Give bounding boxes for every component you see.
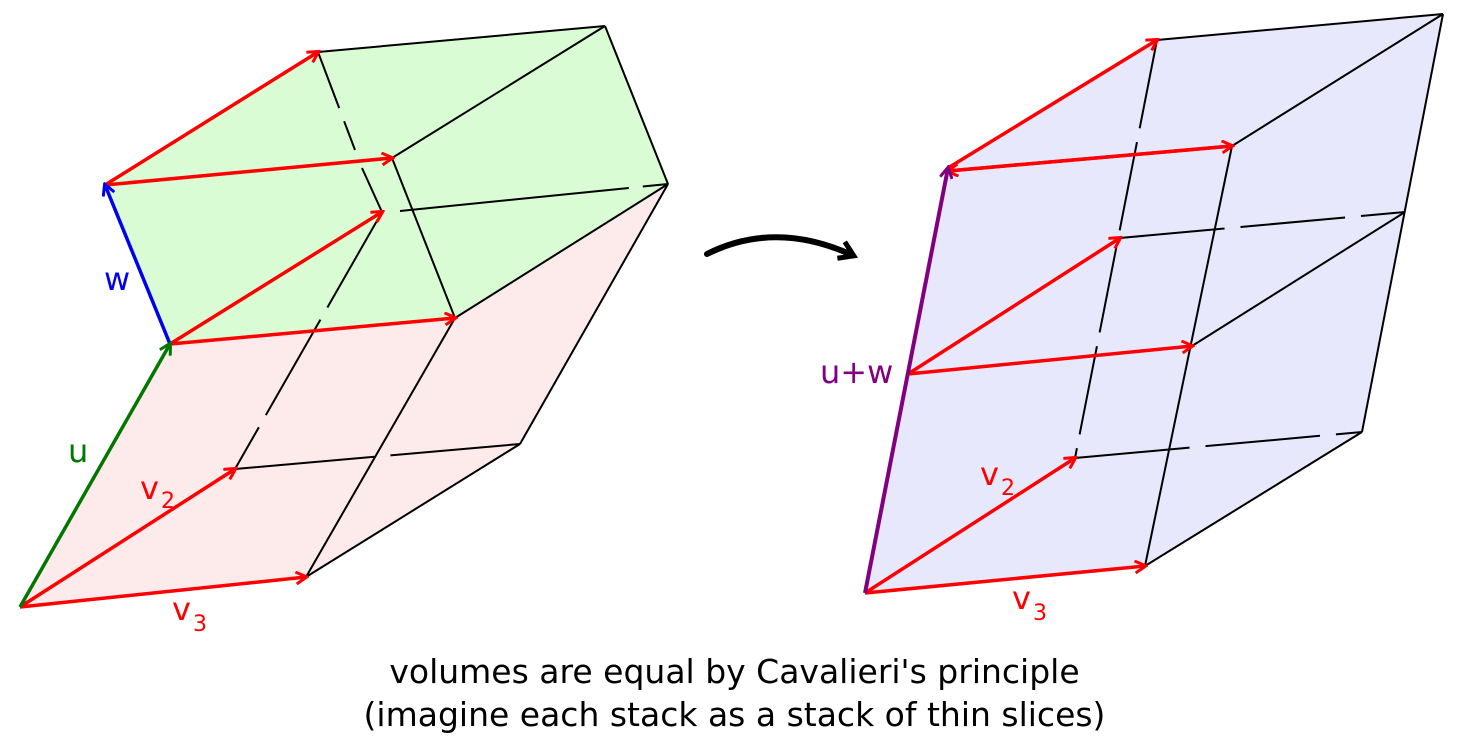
v3-label-right: v3 — [1012, 579, 1047, 626]
right-red-vectors — [864, 40, 1233, 595]
v3-vector-right-bottom — [864, 566, 1145, 595]
caption-line-2: (imagine each stack as a stack of thin s… — [363, 695, 1106, 734]
v2-vector-right-top — [947, 40, 1157, 170]
u-plus-w-vector — [863, 168, 948, 594]
v3-vector-right-middle — [907, 346, 1192, 376]
v2-vector-right-bottom — [864, 458, 1075, 595]
u-vector — [18, 344, 170, 608]
v2-vector-top — [104, 52, 318, 187]
v2-label-left: v2 — [140, 469, 175, 514]
left-stack: w u v2 v3 — [18, 25, 669, 637]
left-red-vectors — [19, 52, 455, 609]
u-plus-w-label: u+w — [820, 353, 893, 391]
v3-vector-top — [104, 158, 392, 187]
v3-label-left: v3 — [172, 590, 207, 637]
v2-vector-middle — [169, 212, 382, 346]
green-upper-box — [105, 26, 668, 344]
w-label: w — [104, 260, 130, 298]
u-label: u — [68, 432, 88, 470]
v2-vector-right-middle — [907, 238, 1120, 376]
caption-line-1: volumes are equal by Cavalieri's princip… — [389, 652, 1080, 691]
v3-vector-bottom — [19, 577, 306, 609]
lavender-box — [865, 14, 1443, 593]
v2-label-right: v2 — [980, 455, 1015, 501]
left-edges — [104, 25, 669, 578]
v3-vector-right-top-back — [948, 144, 1233, 171]
right-stack: u+w v2 v3 — [820, 13, 1444, 626]
transform-arrow — [704, 234, 852, 255]
v3-vector-middle — [169, 318, 455, 346]
w-vector — [105, 185, 172, 345]
v2-vector-bottom — [19, 469, 235, 609]
